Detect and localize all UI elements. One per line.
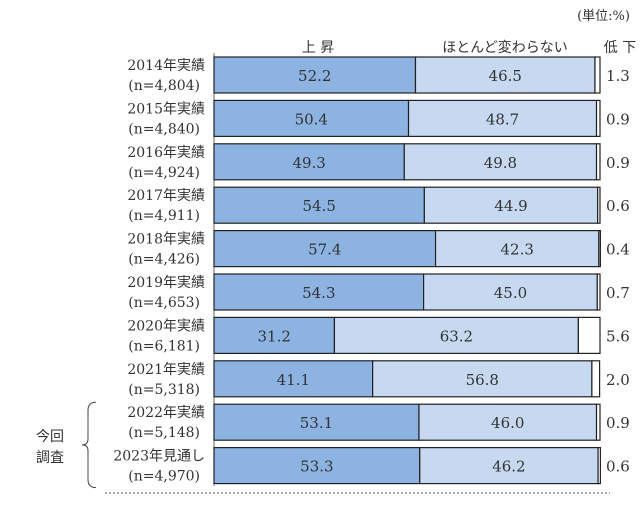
data-label: 0.6 [606,197,630,215]
data-label: 5.6 [606,327,630,345]
data-label: 0.7 [606,284,630,302]
data-label: 49.8 [484,154,517,172]
category-n: (n=6,181) [128,338,200,354]
bar-segment [418,403,598,441]
bar-segment [597,447,601,485]
data-label: 54.3 [302,284,335,302]
data-label: 2.0 [606,371,630,389]
data-label: 31.2 [258,327,291,345]
bar-segment [213,230,437,268]
data-label: 44.9 [494,197,527,215]
category-n: (n=4,840) [128,121,200,137]
category-label: 2022年実績 [127,405,205,421]
bar-segment [419,447,599,485]
data-label: 0.4 [606,241,630,259]
category-n: (n=5,148) [128,425,200,441]
legend-fall: 低 下 [604,40,636,56]
group-bracket [81,401,97,489]
data-label: 41.1 [277,371,310,389]
bar-segment [591,360,601,398]
bar-segment [597,186,601,224]
bar-segment [333,316,579,354]
bar-segment [213,360,374,398]
bar-segment [372,360,593,398]
category-label: 2015年実績 [127,101,205,117]
bar-segment [595,143,601,181]
category-label: 2023年見通し [113,449,205,465]
data-label: 0.9 [606,154,630,172]
data-label: 0.9 [606,110,630,128]
category-n: (n=4,970) [128,469,200,485]
category-n: (n=4,653) [128,295,200,311]
category-n: (n=4,804) [128,78,200,94]
bar-segment [596,273,601,311]
legend-unchanged: ほとんど変わらない [442,39,568,56]
data-label: 42.3 [500,241,533,259]
data-label: 63.2 [440,327,473,345]
data-label: 46.2 [492,458,525,476]
category-label: 2019年実績 [127,275,205,291]
bar-segment [213,99,410,138]
category-label: 2017年実績 [127,188,205,204]
bar-segment [213,273,425,311]
data-label: 49.3 [292,154,325,172]
data-label: 52.2 [298,67,331,85]
bar-segment [577,316,601,354]
category-label: 2016年実績 [127,145,205,161]
category-n: (n=4,924) [128,165,200,181]
category-label: 2021年実績 [127,362,205,378]
data-label: 0.6 [606,458,630,476]
data-label: 56.8 [466,371,499,389]
bar-segment [594,56,601,94]
data-label: 0.9 [606,414,630,432]
group-label: 調査 [36,450,64,466]
data-label: 46.5 [489,67,522,85]
category-label: 2018年実績 [127,232,205,248]
bar-segment [598,230,601,268]
bar-segment [213,403,420,441]
data-label: 48.7 [486,110,519,128]
data-label: 53.3 [300,458,333,476]
data-label: 53.1 [300,414,333,432]
bar-segment [414,56,596,94]
bar-segment [434,230,600,268]
bar-segment [213,316,336,354]
bar-segment [595,99,601,138]
unit-note: (単位:%) [577,8,630,24]
category-label: 2014年実績 [127,58,205,74]
category-n: (n=5,318) [128,382,200,398]
category-label: 2020年実績 [127,318,205,334]
data-label: 1.3 [606,67,630,85]
legend-rise: 上 昇 [302,40,334,56]
category-n: (n=4,426) [128,252,200,268]
category-n: (n=4,911) [128,208,200,224]
data-label: 57.4 [308,241,341,259]
data-label: 46.0 [491,414,524,432]
group-label: 今回 [36,429,64,445]
data-label: 50.4 [295,110,328,128]
data-label: 54.5 [302,197,335,215]
bar-segment [213,447,421,485]
data-label: 45.0 [494,284,527,302]
bar-segment [595,403,601,441]
bar-segment [403,143,598,181]
